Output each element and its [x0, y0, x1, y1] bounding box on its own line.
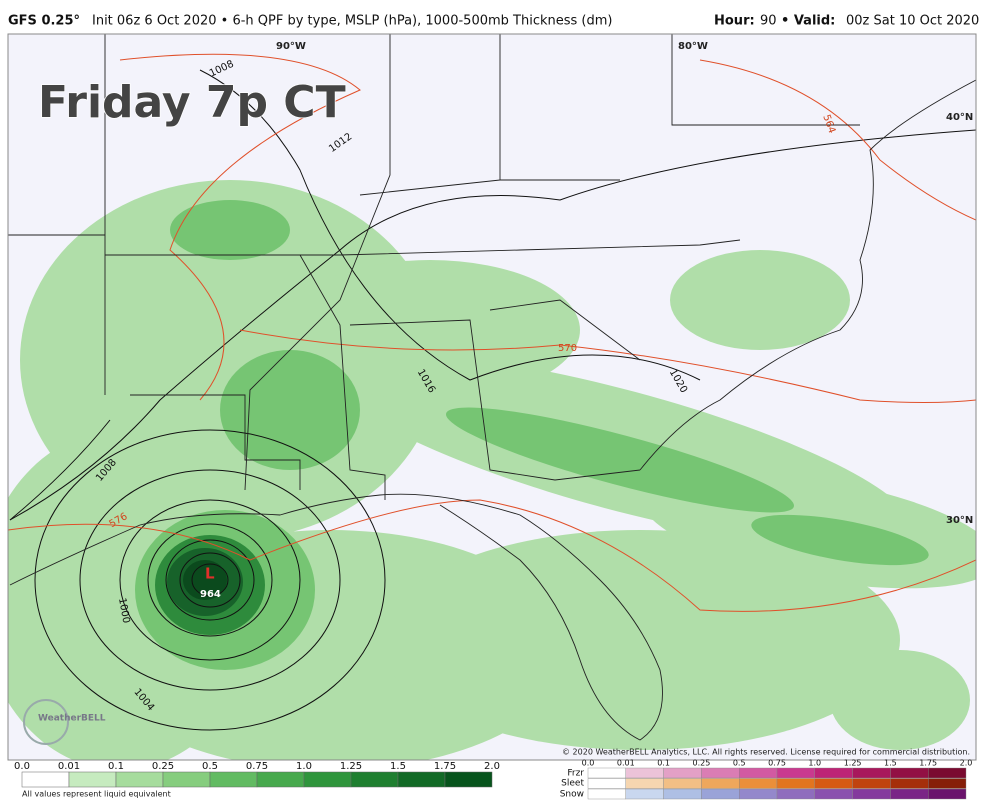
rain-swatch: [209, 771, 258, 788]
rain-swatch: [21, 771, 70, 788]
rain-swatch: [256, 771, 305, 788]
mixed-swatch: [625, 778, 664, 789]
mixed-tick-label: 1.25: [844, 759, 862, 768]
mixed-swatch: [701, 778, 740, 789]
rain-swatch: [303, 771, 352, 788]
mixed-swatch: [663, 778, 702, 789]
mixed-swatch: [890, 788, 929, 800]
mixed-row-label: Sleet: [561, 779, 584, 789]
grid-label: 30°N: [946, 515, 973, 526]
mixed-tick-label: 0.0: [582, 759, 595, 768]
isobars: [9, 69, 976, 731]
mixed-swatch: [814, 767, 853, 779]
mixed-tick-label: 0.75: [768, 759, 786, 768]
mixed-swatch: [739, 778, 778, 789]
rain-tick-label: 2.0: [484, 761, 500, 772]
mixed-swatch: [928, 788, 967, 800]
valid-value: 00z Sat 10 Oct 2020: [846, 14, 979, 29]
mixed-swatch: [701, 767, 740, 779]
mixed-swatch: [852, 778, 891, 789]
mixed-row-label: Frzr: [567, 769, 584, 779]
low-symbol: L: [205, 565, 215, 583]
rain-tick-label: 0.25: [152, 761, 174, 772]
isobar-label: 1000: [116, 597, 131, 624]
mixed-swatch: [814, 788, 853, 800]
valid-label: • Valid:: [781, 14, 835, 29]
mixed-swatch: [852, 788, 891, 800]
rain-tick-label: 0.1: [108, 761, 124, 772]
mixed-swatch: [928, 778, 967, 789]
mixed-tick-label: 1.0: [808, 759, 821, 768]
mixed-tick-label: 0.1: [657, 759, 670, 768]
mixed-tick-label: 0.25: [692, 759, 710, 768]
rain-swatch: [350, 771, 399, 788]
mixed-swatch: [701, 788, 740, 800]
boundaries: [8, 34, 976, 741]
mixed-swatch: [587, 788, 626, 800]
rain-tick-label: 1.25: [340, 761, 362, 772]
rain-tick-label: 1.5: [390, 761, 406, 772]
mixed-row-label: Snow: [560, 790, 584, 800]
rain-swatch: [444, 771, 493, 788]
mixed-swatch: [625, 788, 664, 800]
mixed-swatch: [625, 767, 664, 779]
mixed-swatch: [776, 788, 815, 800]
hour-value: 90: [760, 14, 777, 29]
mixed-swatch: [739, 788, 778, 800]
rain-tick-label: 0.0: [14, 761, 30, 772]
mixed-swatch: [890, 767, 929, 779]
hour-label: Hour:: [714, 14, 755, 29]
mixed-tick-label: 1.5: [884, 759, 897, 768]
low-pressure: 964: [200, 589, 221, 600]
mixed-swatch: [928, 767, 967, 779]
mixed-swatch: [814, 778, 853, 789]
rain-tick-label: 1.0: [296, 761, 312, 772]
mixed-swatch: [587, 767, 626, 779]
copyright: © 2020 WeatherBELL Analytics, LLC. All r…: [562, 748, 970, 757]
mixed-swatch: [852, 767, 891, 779]
mixed-tick-label: 0.01: [617, 759, 635, 768]
rain-tick-label: 1.75: [434, 761, 456, 772]
grid-label: 90°W: [276, 41, 306, 52]
legend: All values represent liquid equivalent F…: [14, 759, 972, 800]
map-frame: [7, 33, 977, 761]
hurricane-core: [155, 535, 265, 635]
rain-swatch: [115, 771, 164, 788]
rain-tick-label: 0.5: [202, 761, 218, 772]
legend-note: All values represent liquid equivalent: [22, 790, 171, 799]
grid-label: 40°N: [946, 112, 973, 123]
mixed-swatch: [663, 788, 702, 800]
mixed-swatch: [587, 778, 626, 789]
grid-label: 80°W: [678, 41, 708, 52]
map-title: Friday 7p CT: [38, 77, 346, 128]
model-name: GFS 0.25°: [8, 14, 80, 29]
logo: WeatherBELL: [23, 699, 106, 745]
thickness-label: 570: [558, 343, 577, 354]
rain-swatch: [397, 771, 446, 788]
mixed-tick-label: 0.5: [733, 759, 746, 768]
mixed-swatch: [663, 767, 702, 779]
rain-tick-label: 0.75: [246, 761, 268, 772]
mixed-tick-label: 2.0: [960, 759, 973, 768]
mixed-tick-label: 1.75: [919, 759, 937, 768]
rain-tick-label: 0.01: [58, 761, 80, 772]
mixed-swatch: [890, 778, 929, 789]
run-details: Init 06z 6 Oct 2020 • 6-h QPF by type, M…: [92, 14, 612, 29]
mixed-swatch: [776, 767, 815, 779]
map: 90°W 80°W 40°N 30°N 1008 1012 1016 1020 …: [8, 34, 976, 760]
logo-text: WeatherBELL: [38, 714, 106, 724]
mixed-swatch: [776, 778, 815, 789]
thickness-lines: [8, 53, 976, 612]
rain-swatch: [68, 771, 117, 788]
mixed-swatch: [739, 767, 778, 779]
rain-swatch: [162, 771, 211, 788]
